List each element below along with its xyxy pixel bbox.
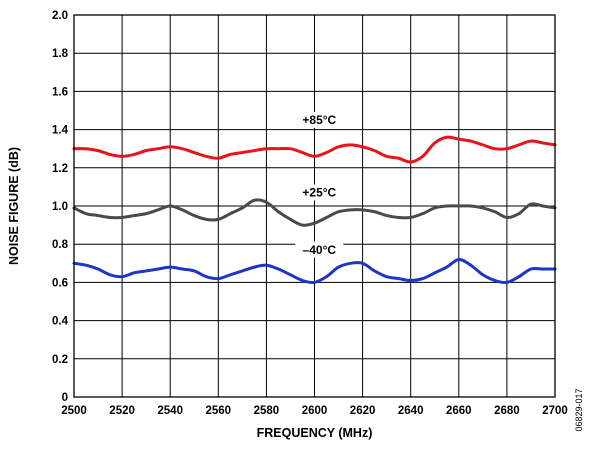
x-tick-label: 2620	[350, 405, 376, 417]
x-tick-label: 2540	[157, 405, 183, 417]
series-label-background	[295, 184, 344, 201]
x-tick-labels: 2500 2520 2540 2560 2580 2600 2620 2640 2660 2680…	[61, 405, 568, 417]
y-tick-label: 0.4	[52, 316, 69, 328]
series-line-25c	[72, 198, 557, 227]
grid	[73, 14, 556, 398]
x-tick-label: 2500	[61, 405, 87, 417]
y-tick-label: 1.2	[52, 163, 68, 175]
series-label: +85°C	[302, 113, 336, 127]
series-label: +25°C	[302, 185, 336, 199]
x-tick-label: 2600	[302, 405, 328, 417]
x-tick-label: 2520	[109, 405, 135, 417]
x-tick-label: 2680	[494, 405, 520, 417]
y-tick-label: 1.4	[52, 125, 69, 137]
x-tick-label: 2700	[542, 405, 568, 417]
y-tick-label: 0	[62, 392, 68, 404]
document-id: 06829-017	[574, 388, 584, 431]
y-tick-label: 0.8	[52, 239, 69, 251]
series-line-40c	[72, 257, 557, 285]
series-labels: +85°C +25°C –40°C	[295, 111, 344, 258]
y-tick-label: 1.0	[52, 201, 68, 213]
x-tick-label: 2640	[398, 405, 424, 417]
y-tick-label: 1.8	[52, 48, 69, 60]
x-tick-label: 2580	[254, 405, 280, 417]
series-line-85c	[72, 135, 557, 164]
y-tick-label: 2.0	[52, 10, 68, 22]
y-tick-label: 0.2	[52, 354, 68, 366]
series-label: –40°C	[303, 243, 337, 257]
series-group	[72, 135, 557, 285]
x-axis-label: FREQUENCY (MHz)	[257, 426, 373, 440]
y-tick-labels: 0 0.2 0.4 0.6 0.8 1.0 1.2 1.4 1.6 1.8 2.0	[52, 10, 69, 404]
y-axis-label: NOISE FIGURE (dB)	[7, 147, 21, 265]
x-tick-label: 2660	[446, 405, 472, 417]
x-tick-label: 2560	[206, 405, 232, 417]
y-tick-label: 0.6	[52, 277, 68, 289]
series-label-background	[295, 241, 344, 258]
series-label-background	[295, 111, 344, 128]
plot-frame	[73, 14, 556, 398]
y-tick-label: 1.6	[52, 86, 68, 98]
